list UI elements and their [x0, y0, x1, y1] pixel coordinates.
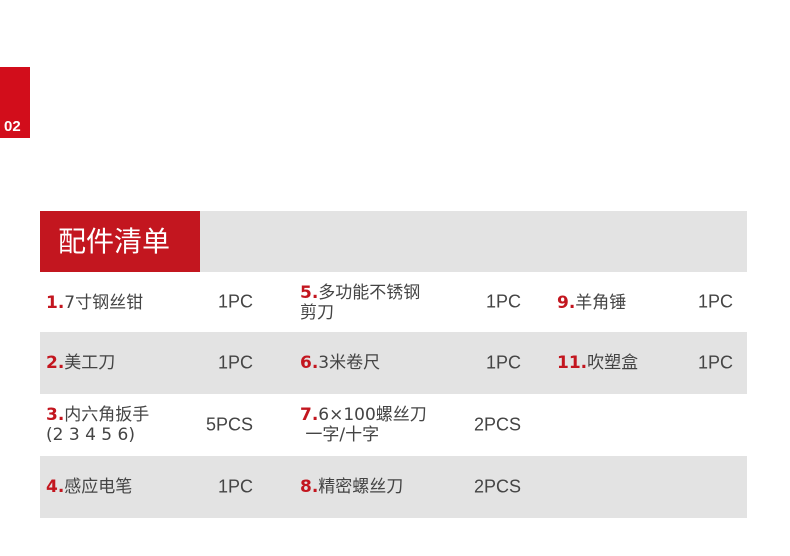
item-number: 4. [46, 477, 65, 497]
item-label: 6×100螺丝刀 一字/十字 [305, 405, 427, 445]
item-quantity: 1PC [698, 291, 734, 312]
item-number: 7. [300, 405, 319, 425]
item-quantity: 5PCS [206, 414, 254, 435]
item-label: 3米卷尺 [318, 353, 381, 373]
item-quantity: 1PC [698, 352, 734, 373]
item-quantity: 2PCS [474, 414, 522, 435]
item-name: 2.美工刀 [46, 353, 115, 373]
item-label: 美工刀 [64, 353, 116, 373]
item-quantity: 1PC [486, 352, 522, 373]
item-name: 5.多功能不锈钢 剪刀 [300, 283, 420, 323]
item-name: 9.羊角锤 [557, 293, 626, 313]
page-title: 配件清单 [40, 211, 200, 272]
item-quantity: 2PCS [474, 476, 522, 497]
item-quantity: 1PC [218, 476, 254, 497]
item-quantity: 1PC [486, 291, 522, 312]
item-label: 羊角锤 [575, 293, 627, 313]
item-number: 1. [46, 293, 65, 313]
accessory-list-header: 配件清单 [40, 211, 747, 272]
item-number: 5. [300, 283, 319, 303]
item-name: 6.3米卷尺 [300, 353, 380, 373]
item-label: 内六角扳手 (2 3 4 5 6) [46, 405, 150, 445]
item-name: 1.7寸钢丝钳 [46, 293, 143, 313]
section-number-tag: 02 [0, 67, 30, 138]
table-row: 4.感应电笔 1PC 8.精密螺丝刀 2PCS [40, 456, 747, 518]
item-number: 6. [300, 353, 319, 373]
table-row: 2.美工刀 1PC 6.3米卷尺 1PC 11.吹塑盒 1PC [40, 332, 747, 394]
item-quantity: 1PC [218, 291, 254, 312]
item-name: 3.内六角扳手 (2 3 4 5 6) [46, 405, 149, 445]
table-row: 1.7寸钢丝钳 1PC 5.多功能不锈钢 剪刀 1PC 9.羊角锤 1PC [40, 272, 747, 332]
item-number: 3. [46, 405, 65, 425]
item-quantity: 1PC [218, 352, 254, 373]
section-number: 02 [4, 118, 21, 135]
item-name: 11.吹塑盒 [557, 353, 638, 373]
item-label: 多功能不锈钢 剪刀 [300, 283, 421, 323]
item-name: 7.6×100螺丝刀 一字/十字 [300, 405, 427, 445]
item-label: 精密螺丝刀 [318, 477, 404, 497]
item-label: 吹塑盒 [587, 353, 639, 373]
item-name: 4.感应电笔 [46, 477, 132, 497]
item-number: 11. [557, 353, 588, 373]
item-number: 2. [46, 353, 65, 373]
item-label: 7寸钢丝钳 [64, 293, 144, 313]
table-row: 3.内六角扳手 (2 3 4 5 6) 5PCS 7.6×100螺丝刀 一字/十字 2… [40, 394, 747, 456]
item-number: 9. [557, 293, 576, 313]
item-name: 8.精密螺丝刀 [300, 477, 403, 497]
item-number: 8. [300, 477, 319, 497]
item-label: 感应电笔 [64, 477, 133, 497]
